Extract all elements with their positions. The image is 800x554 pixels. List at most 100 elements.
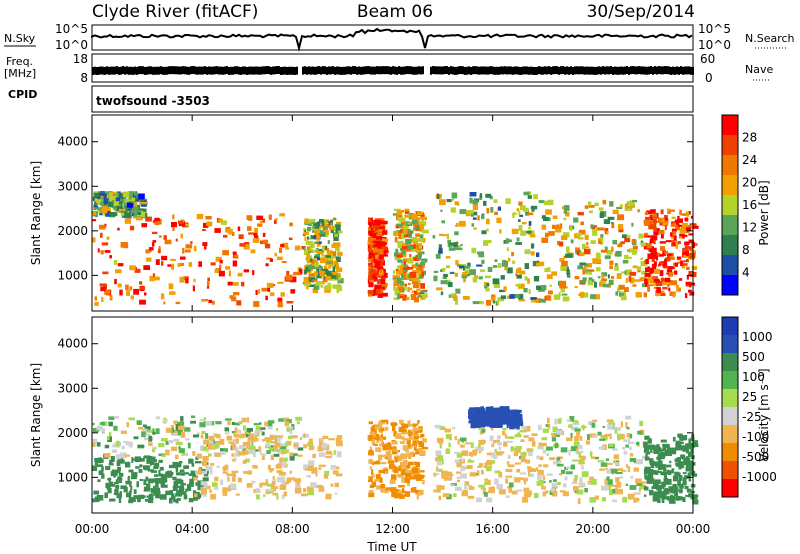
echo-cell [574, 436, 579, 442]
freq-bar [408, 66, 410, 75]
echo-cell [382, 220, 388, 225]
echo-cell [685, 443, 692, 448]
echo-cell [308, 219, 315, 223]
echo-cell [673, 235, 677, 242]
echo-cell [381, 254, 389, 257]
echo-cell [443, 478, 450, 481]
colorbar-swatch [722, 407, 738, 425]
echo-cell [283, 481, 289, 485]
echo-cell [392, 465, 397, 469]
echo-cell [231, 296, 237, 302]
freq-bar [294, 66, 296, 75]
echo-cell [281, 242, 289, 248]
echo-cell [517, 267, 522, 270]
echo-cell [129, 196, 132, 200]
echo-cell [150, 488, 158, 494]
echo-cell [549, 479, 552, 483]
freq-bar [514, 66, 516, 75]
echo-cell [614, 427, 622, 431]
echo-cell [689, 282, 696, 286]
echo-cell [582, 243, 586, 250]
echo-cell [369, 269, 374, 275]
echo-cell [301, 246, 306, 250]
echo-cell [159, 494, 167, 500]
echo-cell [412, 425, 417, 428]
echo-cell [449, 242, 452, 245]
echo-cell [187, 442, 191, 449]
echo-cell [607, 424, 614, 430]
echo-cell [551, 486, 558, 489]
echo-cell [589, 210, 593, 214]
echo-cell [334, 234, 339, 237]
echo-cell [336, 230, 343, 234]
echo-cell [420, 290, 427, 293]
freq-bar [402, 66, 404, 75]
echo-cell [131, 207, 135, 213]
echo-cell [371, 462, 374, 465]
echo-cell [485, 465, 492, 469]
echo-cell [276, 428, 279, 431]
echo-cell [599, 438, 606, 441]
echo-cell [196, 470, 203, 475]
echo-cell [371, 473, 375, 478]
echo-cell [262, 239, 269, 244]
colorbar-tick-label: -500 [742, 450, 769, 464]
echo-cell [274, 219, 277, 224]
echo-cell [625, 269, 632, 276]
echo-cell [485, 407, 492, 413]
echo-cell [590, 240, 596, 244]
echo-cell [102, 271, 109, 275]
echo-cell [185, 223, 190, 227]
echo-cell [475, 412, 479, 417]
echo-cell [441, 485, 445, 490]
echo-cell [515, 446, 522, 450]
echo-cell [507, 464, 515, 468]
echo-cell [436, 193, 440, 200]
echo-cell [159, 466, 164, 471]
echo-cell [371, 251, 375, 255]
freq-bar [478, 66, 480, 75]
echo-cell [682, 483, 687, 486]
echo-cell [386, 454, 392, 460]
echo-cell [572, 459, 579, 462]
freq-panel: Freq. [MHz] 18 8 60 0 Nave [4, 52, 773, 85]
echo-cell [183, 276, 189, 281]
echo-cell [272, 448, 278, 452]
echo-cell [108, 477, 111, 483]
echo-cell [397, 240, 404, 244]
echo-cell [371, 469, 374, 476]
echo-cell [419, 230, 424, 233]
echo-cell [368, 449, 373, 455]
echo-cell [265, 489, 270, 495]
echo-cell [512, 411, 516, 414]
y-tick-label: 3000 [57, 179, 88, 193]
echo-cell [587, 280, 593, 286]
echo-cell [322, 246, 325, 252]
echo-cell [222, 471, 229, 474]
echo-cell [496, 299, 500, 306]
echo-cell [257, 223, 263, 227]
freq-bar [284, 66, 286, 75]
echo-cell [647, 284, 654, 287]
echo-cell [484, 478, 488, 482]
echo-cell [229, 295, 235, 299]
colorbar-tick-label: -100 [742, 430, 769, 444]
freq-bar [586, 66, 588, 75]
echo-cell [253, 301, 260, 307]
echo-cell [184, 452, 188, 456]
echo-cell [141, 428, 148, 434]
echo-cell [451, 427, 456, 430]
echo-cell [459, 209, 467, 215]
echo-cell [439, 233, 444, 236]
freq-bar [560, 66, 562, 75]
echo-cell [645, 216, 651, 222]
echo-cell [328, 266, 331, 269]
echo-cell [683, 260, 689, 263]
echo-cell [637, 430, 643, 435]
echo-cell [104, 453, 111, 458]
echo-cell [397, 215, 403, 222]
echo-cell [448, 247, 456, 251]
echo-cell [675, 447, 682, 451]
freq-bar [254, 66, 256, 75]
echo-cell [231, 422, 235, 425]
